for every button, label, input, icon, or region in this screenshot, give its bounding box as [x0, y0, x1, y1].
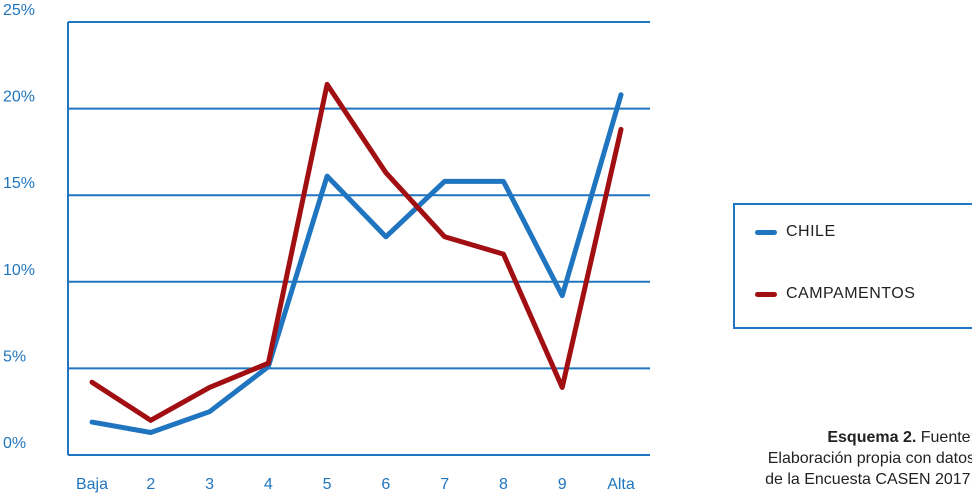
y-tick-label: 15%: [3, 175, 35, 192]
x-tick-label: 3: [205, 476, 214, 493]
caption-line3: de la Encuesta CASEN 2017.: [765, 471, 972, 488]
legend-item-chile: CHILE: [755, 223, 836, 241]
caption-line2: Elaboración propia con datos: [767, 450, 972, 467]
series-lines: [89, 81, 624, 435]
y-axis-tick-labels: 0% 5% 10% 15% 20% 25%: [3, 2, 35, 452]
legend-item-campamentos: CAMPAMENTOS: [755, 285, 915, 303]
y-tick-label: 0%: [3, 435, 26, 452]
figure-caption: Esquema 2. Fuente: Elaboración propia co…: [690, 427, 972, 490]
caption-title: Esquema 2.: [827, 429, 917, 446]
x-axis-tick-labels: Baja 2 3 4 5 6 7 8 9 Alta: [76, 476, 635, 493]
x-tick-label: 9: [558, 476, 567, 493]
y-tick-label: 5%: [3, 348, 26, 365]
legend-label-campamentos: CAMPAMENTOS: [786, 285, 916, 302]
x-tick-label: 2: [146, 476, 155, 493]
legend-swatch-chile: [755, 229, 777, 235]
x-tick-label: Baja: [76, 476, 108, 493]
x-tick-label: Alta: [607, 476, 635, 493]
caption-line1: Fuente:: [916, 429, 972, 446]
x-tick-label: 6: [381, 476, 390, 493]
series-line-campamentos: [89, 81, 624, 423]
x-tick-label: 8: [499, 476, 508, 493]
y-tick-label: 25%: [3, 2, 35, 19]
x-tick-label: 4: [264, 476, 273, 493]
series-line-chile: [89, 92, 624, 435]
y-tick-label: 20%: [3, 89, 35, 106]
x-tick-label: 5: [323, 476, 332, 493]
legend-label-chile: CHILE: [786, 223, 836, 240]
legend: CHILE CAMPAMENTOS: [733, 203, 972, 329]
x-tick-label: 7: [440, 476, 449, 493]
legend-swatch-campamentos: [755, 291, 777, 297]
y-tick-label: 10%: [3, 262, 35, 279]
grid-lines: [68, 21, 650, 456]
